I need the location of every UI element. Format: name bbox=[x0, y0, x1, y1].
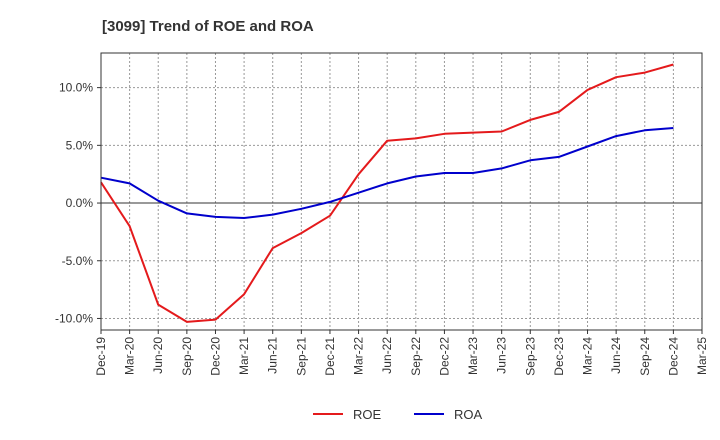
series-line-roa bbox=[100, 127, 674, 219]
x-tick-label: Mar-22 bbox=[352, 337, 366, 375]
x-tick-label: Dec-24 bbox=[666, 337, 680, 376]
x-tick-label: Dec-21 bbox=[323, 337, 337, 376]
x-tick-label: Sep-22 bbox=[409, 337, 423, 376]
plot-border bbox=[100, 52, 703, 331]
y-tick-label: 5.0% bbox=[66, 138, 94, 152]
x-tick-label: Dec-23 bbox=[552, 337, 566, 376]
y-tick-label: 10.0% bbox=[59, 81, 93, 95]
grid-lines bbox=[101, 53, 702, 330]
x-tick-label: Jun-22 bbox=[380, 337, 394, 374]
x-tick-label: Sep-24 bbox=[638, 337, 652, 376]
y-tick-label: -5.0% bbox=[62, 254, 94, 268]
y-axis-ticks: -10.0% -5.0% 0.0% 5.0% 10.0% bbox=[55, 81, 101, 325]
x-tick-label: Sep-20 bbox=[180, 337, 194, 376]
x-tick-label: Mar-20 bbox=[123, 337, 137, 375]
x-tick-label: Jun-20 bbox=[151, 337, 165, 374]
legend: ROE ROA bbox=[313, 407, 483, 422]
chart-title: [3099] Trend of ROE and ROA bbox=[102, 18, 314, 35]
y-tick-label: -10.0% bbox=[55, 311, 93, 325]
x-tick-label: Jun-21 bbox=[266, 337, 280, 374]
legend-label-roe: ROE bbox=[353, 407, 382, 422]
x-tick-label: Dec-20 bbox=[208, 337, 222, 376]
x-tick-label: Dec-22 bbox=[437, 337, 451, 376]
y-tick-label: 0.0% bbox=[66, 196, 94, 210]
plot-background bbox=[101, 53, 702, 330]
x-axis-ticks: Dec-19 Mar-20 Jun-20 Sep-20 Dec-20 Mar-21 Jun-… bbox=[94, 330, 709, 376]
x-tick-label: Jun-24 bbox=[609, 337, 623, 374]
x-tick-label: Mar-21 bbox=[237, 337, 251, 375]
x-tick-label: Dec-19 bbox=[94, 337, 108, 376]
x-tick-label: Jun-23 bbox=[495, 337, 509, 374]
x-tick-label: Sep-21 bbox=[294, 337, 308, 376]
x-tick-label: Mar-23 bbox=[466, 337, 480, 375]
plot-frame bbox=[100, 52, 703, 331]
series-lines bbox=[100, 63, 674, 323]
x-tick-label: Sep-23 bbox=[523, 337, 537, 376]
plot-area bbox=[101, 53, 702, 330]
legend-label-roa: ROA bbox=[454, 407, 483, 422]
series-line-roe bbox=[100, 63, 674, 323]
x-tick-label: Mar-25 bbox=[695, 337, 709, 375]
x-tick-label: Mar-24 bbox=[581, 337, 595, 375]
